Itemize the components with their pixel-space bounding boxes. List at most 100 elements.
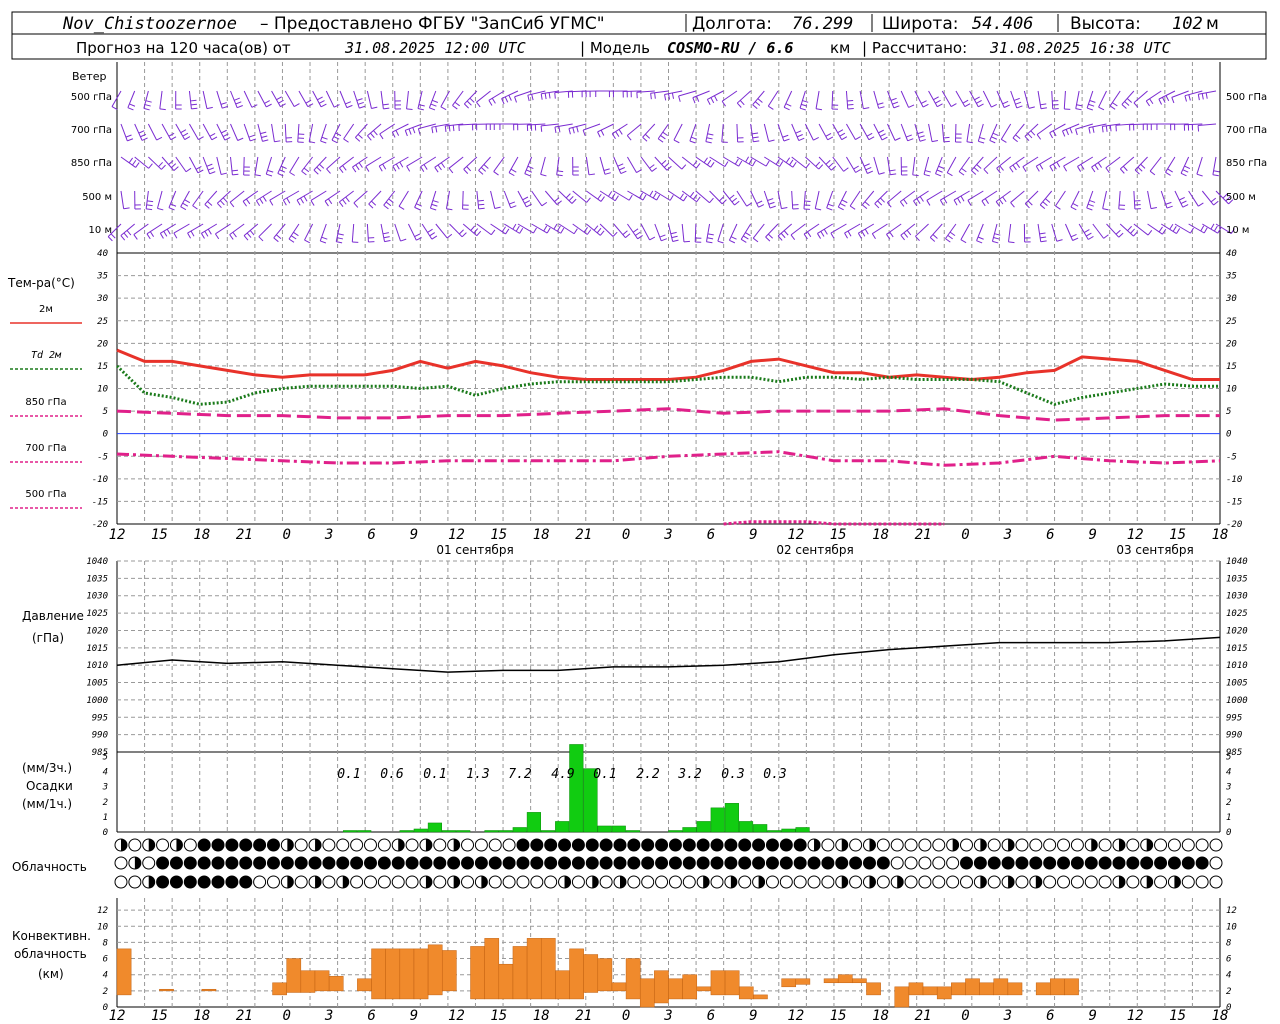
wind-barb-flag [586, 229, 592, 235]
wind-barb-flag [1165, 201, 1172, 205]
wind-barb-flag [128, 157, 134, 164]
wind-barb-flag [1122, 165, 1128, 172]
hour-label: 18 [872, 1008, 889, 1024]
wind-barb-shaft [736, 123, 739, 143]
wind-barb-shaft [324, 190, 341, 202]
wind-barb-shaft [383, 190, 396, 206]
cloud-cover-symbol [363, 838, 377, 852]
wind-barb-flag [336, 241, 343, 244]
cloud-cover-symbol [488, 875, 502, 889]
wind-barb-shaft [804, 123, 814, 141]
wind-barb-flag [798, 137, 805, 142]
wind-barb-flag [123, 232, 129, 238]
wind-barb-shaft [654, 223, 662, 241]
cloud-cover-symbol [530, 838, 544, 852]
wind-barb-shaft [1064, 223, 1074, 241]
wind-barb-flag [1158, 226, 1163, 233]
convective-bar [654, 970, 669, 1004]
wind-barb-flag [612, 231, 618, 237]
wind-barb-flag [736, 102, 742, 108]
cloud-cover-symbol [433, 856, 447, 870]
convective-bar [696, 986, 712, 992]
wind-barb-flag [671, 92, 675, 99]
wind-barb-shaft [1024, 123, 1039, 137]
hour-label: 18 [193, 1008, 210, 1024]
wind-barb-flag [894, 137, 901, 141]
wind-barb-flag [886, 234, 891, 240]
cloud-cover-symbol [377, 875, 391, 889]
wind-barb-shaft [230, 156, 233, 175]
convective-bar [116, 948, 132, 996]
cloud-cover-symbol [405, 856, 419, 870]
wind-barb-flag [746, 202, 752, 207]
wind-barb-shaft [1037, 90, 1042, 109]
wind-barb-flag [1070, 233, 1077, 238]
convective-bar [569, 948, 584, 1000]
wind-barb-shaft [319, 223, 327, 242]
wind-barb-flag [1182, 169, 1189, 173]
wind-barb-flag [696, 95, 700, 102]
wind-barb-flag [571, 198, 577, 204]
wind-level-right: 500 м [1226, 192, 1256, 203]
wind-barb-shaft [265, 156, 273, 175]
lat-value: 54.406 [972, 14, 1033, 34]
wind-barb-flag [919, 139, 926, 142]
wind-barb-shaft [627, 223, 639, 240]
cloud-cover-symbol [169, 875, 183, 889]
wind-barb-flag [1024, 203, 1030, 209]
wind-barb-shaft [556, 156, 560, 175]
wind-barb-shaft [694, 223, 697, 243]
wind-barb-flag [611, 133, 616, 140]
hour-label: 0 [282, 1008, 290, 1024]
wind-barb-flag [197, 169, 204, 174]
wind-barb-shaft [1188, 190, 1199, 207]
wind-barb-flag [255, 200, 260, 206]
wind-barb-flag [899, 201, 905, 207]
wind-barb-flag [1049, 165, 1054, 172]
cloud-cover-fill [703, 876, 710, 888]
wind-barb-flag [1222, 193, 1228, 199]
wind-barb-shaft [544, 190, 558, 205]
cloud-cover-fill [1035, 876, 1042, 888]
wind-barb-flag [1180, 200, 1187, 205]
wind-barb-flag [960, 239, 967, 244]
wind-barb-flag [126, 230, 132, 236]
wind-barb-shaft [1106, 223, 1120, 238]
hour-label: 12 [787, 527, 804, 543]
wind-barb-flag [220, 102, 227, 105]
cloud-cover-symbol [516, 875, 530, 889]
cloud-cover-symbol [461, 856, 475, 870]
wind-barb-shaft [1147, 223, 1163, 235]
wind-barb-flag [466, 100, 472, 106]
forecast-prefix: Прогноз на 120 часа(ов) от [76, 39, 291, 57]
wind-barb-flag [333, 136, 340, 140]
wind-barb-flag [614, 195, 619, 202]
temp-tick-right: -10 [1226, 475, 1242, 485]
hour-label: 9 [1089, 527, 1097, 543]
hour-label: 6 [1046, 1008, 1054, 1024]
hour-label: 3 [663, 1008, 672, 1024]
cloud-cover-symbol [1126, 856, 1140, 870]
cloud-cover-fill [841, 876, 848, 888]
wind-barb-shaft [288, 223, 300, 240]
wind-barb-shaft [597, 123, 614, 133]
calc-label: | Рассчитано: [862, 39, 967, 57]
wind-barb-shaft [900, 90, 910, 108]
cloud-cover-symbol [336, 838, 350, 852]
wind-barb-shaft [1145, 90, 1162, 102]
convective-bar [611, 982, 627, 992]
cloud-cover-symbol [211, 856, 225, 870]
wind-barb-flag [1085, 232, 1092, 237]
wind-barb-shaft [173, 223, 190, 234]
precip-bar [583, 768, 598, 833]
cloud-cover-symbol [350, 838, 364, 852]
wind-barb-flag [466, 166, 472, 172]
wind-barb-flag [533, 227, 537, 234]
wind-barb-flag [307, 103, 314, 108]
wind-barb-flag [710, 97, 715, 104]
wind-barb-flag [801, 103, 808, 107]
wind-barb-shaft [689, 123, 697, 142]
wind-barb-flag [303, 167, 310, 173]
convective-bar [936, 986, 952, 1000]
